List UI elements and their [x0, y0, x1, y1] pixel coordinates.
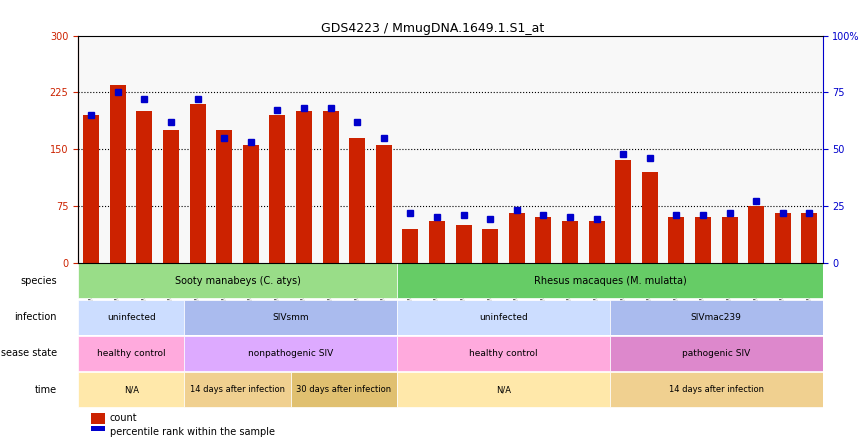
- Bar: [482, 229, 498, 262]
- Bar: [83, 115, 100, 262]
- Text: 14 days after infection: 14 days after infection: [669, 385, 764, 394]
- Bar: [91, 412, 105, 424]
- Bar: [615, 160, 631, 262]
- Text: uninfected: uninfected: [479, 313, 528, 321]
- FancyBboxPatch shape: [78, 300, 184, 335]
- Text: uninfected: uninfected: [107, 313, 156, 321]
- FancyBboxPatch shape: [184, 373, 291, 407]
- FancyBboxPatch shape: [78, 336, 184, 371]
- Bar: [349, 138, 365, 262]
- Text: 30 days after infection: 30 days after infection: [296, 385, 391, 394]
- Text: SIVsmm: SIVsmm: [273, 313, 309, 321]
- Text: healthy control: healthy control: [469, 349, 538, 358]
- FancyBboxPatch shape: [184, 300, 397, 335]
- Bar: [269, 115, 286, 262]
- Text: percentile rank within the sample: percentile rank within the sample: [110, 427, 275, 437]
- FancyBboxPatch shape: [610, 300, 823, 335]
- Bar: [535, 217, 552, 262]
- Text: healthy control: healthy control: [97, 349, 165, 358]
- Bar: [403, 229, 418, 262]
- Bar: [721, 217, 738, 262]
- Bar: [163, 130, 179, 262]
- Bar: [589, 221, 604, 262]
- Bar: [669, 217, 684, 262]
- Bar: [429, 221, 445, 262]
- FancyBboxPatch shape: [610, 373, 823, 407]
- FancyBboxPatch shape: [78, 263, 397, 298]
- Text: Rhesus macaques (M. mulatta): Rhesus macaques (M. mulatta): [533, 276, 686, 286]
- Text: species: species: [20, 276, 56, 286]
- Bar: [456, 225, 472, 262]
- Text: pathogenic SIV: pathogenic SIV: [682, 349, 751, 358]
- FancyBboxPatch shape: [397, 336, 610, 371]
- Bar: [242, 145, 259, 262]
- Text: infection: infection: [14, 312, 56, 322]
- Bar: [642, 172, 658, 262]
- Text: count: count: [110, 413, 138, 423]
- Text: nonpathogenic SIV: nonpathogenic SIV: [248, 349, 333, 358]
- Bar: [775, 214, 791, 262]
- Bar: [695, 217, 711, 262]
- Text: N/A: N/A: [124, 385, 139, 394]
- Bar: [91, 426, 105, 437]
- FancyBboxPatch shape: [78, 373, 184, 407]
- FancyBboxPatch shape: [397, 373, 610, 407]
- Bar: [748, 206, 764, 262]
- Bar: [376, 145, 391, 262]
- Text: GDS4223 / MmugDNA.1649.1.S1_at: GDS4223 / MmugDNA.1649.1.S1_at: [321, 22, 545, 35]
- Text: SIVmac239: SIVmac239: [691, 313, 742, 321]
- Bar: [562, 221, 578, 262]
- Bar: [137, 111, 152, 262]
- FancyBboxPatch shape: [610, 336, 823, 371]
- Text: time: time: [35, 385, 56, 395]
- Text: disease state: disease state: [0, 349, 56, 358]
- Bar: [801, 214, 818, 262]
- FancyBboxPatch shape: [291, 373, 397, 407]
- FancyBboxPatch shape: [397, 263, 823, 298]
- Bar: [216, 130, 232, 262]
- Text: N/A: N/A: [496, 385, 511, 394]
- Bar: [296, 111, 312, 262]
- FancyBboxPatch shape: [184, 336, 397, 371]
- Bar: [323, 111, 339, 262]
- Text: 14 days after infection: 14 days after infection: [190, 385, 285, 394]
- Text: Sooty manabeys (C. atys): Sooty manabeys (C. atys): [175, 276, 301, 286]
- Bar: [110, 85, 126, 262]
- FancyBboxPatch shape: [397, 300, 610, 335]
- Bar: [190, 103, 205, 262]
- Bar: [509, 214, 525, 262]
